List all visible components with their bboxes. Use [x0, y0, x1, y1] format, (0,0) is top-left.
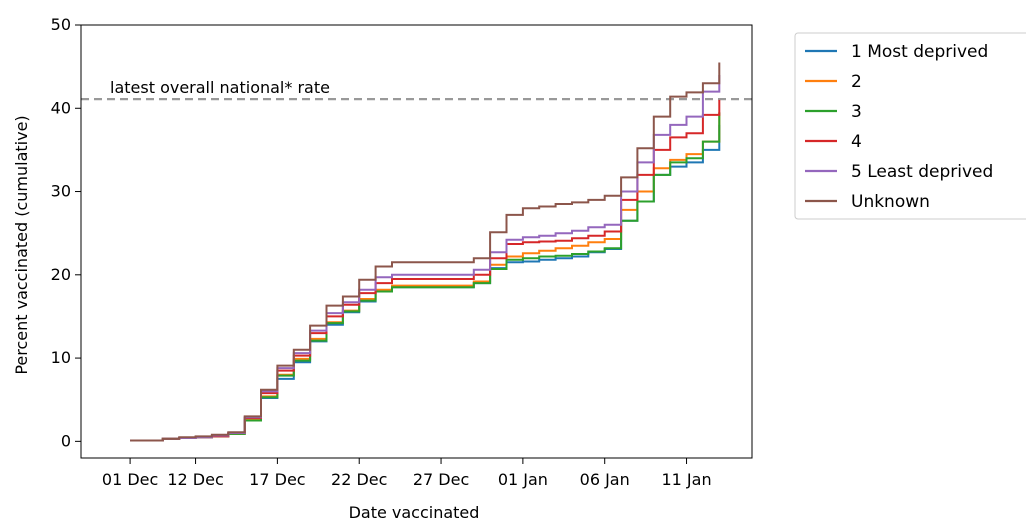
- x-tick-label: 06 Jan: [580, 470, 630, 489]
- series-line-5: [130, 75, 721, 442]
- y-tick-label: 20: [51, 265, 71, 284]
- legend-label: 2: [851, 72, 862, 92]
- series-line-2: [130, 112, 721, 442]
- x-tick-label: 12 Dec: [167, 470, 223, 489]
- legend: 1 Most deprived 2 3 4 5 Least deprived Unknow…: [794, 32, 1026, 220]
- legend-label: 1 Most deprived: [851, 42, 988, 62]
- y-tick-label: 40: [51, 98, 71, 117]
- axes: 0 10 20 30 40 50 01 Dec 12 Dec 17 Dec 22 Dec 27 De…: [51, 15, 753, 489]
- y-tick-label: 0: [61, 431, 71, 450]
- x-tick-label: 11 Jan: [661, 470, 711, 489]
- series-line-1: [130, 124, 721, 442]
- y-tick-label: 50: [51, 15, 71, 34]
- x-tick-label: 01 Dec: [102, 470, 158, 489]
- y-tick-label: 10: [51, 348, 71, 367]
- plot-area: [81, 62, 752, 442]
- legend-label: 3: [851, 102, 862, 122]
- plot-frame: [80, 24, 753, 459]
- x-tick-label: 22 Dec: [331, 470, 387, 489]
- reference-line-label: latest overall national* rate: [110, 78, 330, 97]
- legend-label: 4: [851, 132, 862, 152]
- series-line-3: [130, 112, 721, 442]
- y-axis-label: Percent vaccinated (cumulative): [12, 115, 31, 374]
- legend-label: Unknown: [851, 192, 930, 212]
- legend-label: 5 Least deprived: [851, 162, 993, 182]
- x-axis-label: Date vaccinated: [349, 503, 480, 520]
- legend-box: [794, 32, 1026, 220]
- series-line-6: [130, 62, 721, 442]
- x-tick-label: 01 Jan: [498, 470, 548, 489]
- y-tick-label: 30: [51, 182, 71, 201]
- x-tick-label: 17 Dec: [249, 470, 305, 489]
- series-line-4: [130, 99, 721, 442]
- x-tick-label: 27 Dec: [413, 470, 469, 489]
